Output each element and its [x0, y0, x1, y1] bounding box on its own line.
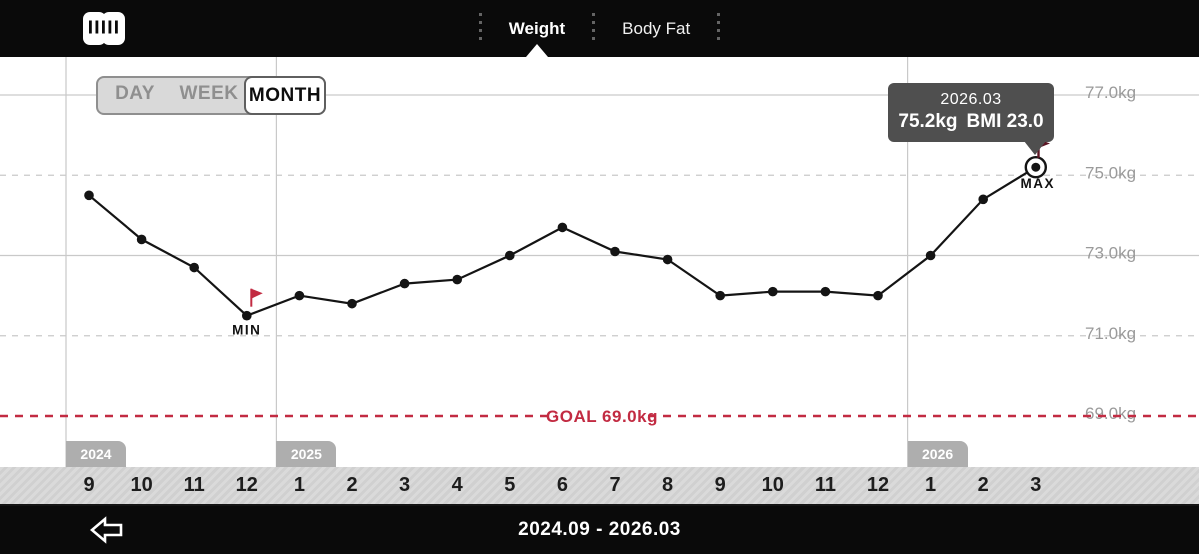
data-point: [873, 290, 883, 301]
y-axis-label: 73.0kg: [1085, 244, 1136, 263]
scale-icon: [83, 12, 125, 50]
tab-body-fat[interactable]: Body Fat: [622, 18, 691, 38]
metric-tabs: Weight Body Fat: [478, 0, 721, 57]
date-range-title: 2024.09 - 2026.03: [518, 519, 681, 540]
data-point: [347, 298, 357, 309]
data-point: [557, 222, 568, 233]
data-point: [925, 250, 936, 261]
month-label: 11: [183, 474, 205, 496]
year-badge: 2026: [907, 441, 968, 467]
data-point: [820, 286, 831, 297]
max-label: MAX: [1021, 176, 1056, 191]
month-label: 11: [814, 474, 836, 496]
y-axis-label: 69.0kg: [1085, 404, 1136, 423]
month-axis-strip: 9 10 11 12 1 2 3 4 5 6 7 8 9 10 11 12 1 2 3: [0, 467, 1199, 506]
tab-separator: [478, 12, 482, 45]
month-label: 8: [662, 474, 674, 496]
range-selector: DAY WEEK MONTH: [96, 76, 326, 115]
tab-separator: [592, 12, 596, 45]
tooltip-values: 75.2kg BMI 23.0: [888, 111, 1054, 133]
tooltip-date: 2026.03: [940, 91, 1002, 108]
data-point: [452, 274, 463, 285]
month-label: 10: [761, 474, 784, 496]
weight-chart[interactable]: 77.0kg 75.0kg 73.0kg 71.0kg 69.0kg GOAL 69.0k…: [0, 57, 1199, 467]
month-label: 7: [609, 474, 621, 496]
month-label: 2: [977, 474, 989, 496]
bottom-bar: 2024.09 - 2026.03: [0, 506, 1199, 554]
year-badge: 2024: [66, 441, 126, 467]
range-month-button[interactable]: MONTH: [244, 76, 326, 115]
month-label: 1: [925, 474, 937, 496]
back-button[interactable]: [88, 516, 126, 549]
month-label: 2: [346, 474, 358, 496]
month-label: 3: [1030, 474, 1042, 496]
data-point: [768, 286, 778, 297]
tab-weight[interactable]: Weight: [482, 0, 592, 57]
data-point: [505, 250, 515, 261]
month-label: 9: [83, 474, 95, 496]
y-axis-label: 71.0kg: [1085, 324, 1136, 343]
tooltip-bmi: BMI 23.0: [966, 111, 1044, 132]
min-label: MIN: [232, 323, 261, 338]
range-day-button[interactable]: DAY: [115, 82, 155, 104]
month-label: 3: [399, 474, 411, 496]
data-point: [399, 278, 410, 289]
y-axis-label: 77.0kg: [1085, 83, 1136, 102]
month-label: 9: [714, 474, 726, 496]
max-marker: [1031, 162, 1041, 172]
data-point: [662, 254, 673, 265]
min-flag-icon: [251, 288, 263, 299]
year-badge: 2025: [276, 441, 337, 467]
month-label: 5: [504, 474, 516, 496]
y-axis-label: 75.0kg: [1085, 163, 1136, 182]
weight-line: [88, 166, 1037, 317]
month-label: 12: [235, 474, 258, 496]
goal-label: GOAL 69.0kg: [546, 407, 658, 426]
range-week-button[interactable]: WEEK: [179, 82, 239, 104]
data-point: [136, 234, 147, 245]
month-label: 4: [451, 474, 463, 496]
data-point: [715, 290, 725, 301]
data-point-tooltip: 2026.03 75.2kg BMI 23.0: [888, 83, 1054, 155]
month-label: 10: [130, 474, 153, 496]
tooltip-weight: 75.2kg: [898, 111, 958, 132]
data-point: [189, 262, 199, 273]
data-point: [84, 190, 94, 201]
data-point: [610, 246, 620, 257]
tab-separator: [717, 12, 721, 45]
month-label: 12: [866, 474, 890, 496]
month-label: 1: [293, 474, 305, 496]
data-point: [978, 194, 988, 205]
data-point: [294, 290, 305, 301]
month-label: 6: [556, 474, 568, 496]
top-bar: Weight Body Fat: [0, 0, 1199, 57]
data-point: [242, 310, 252, 321]
